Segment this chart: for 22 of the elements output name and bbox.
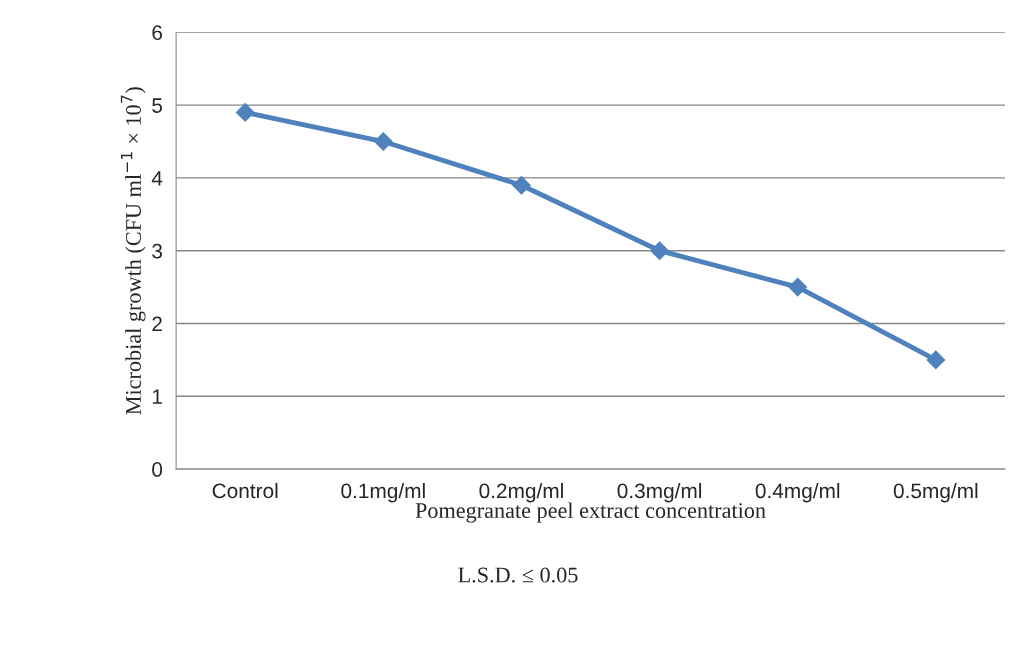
x-tick-label: 0.3mg/ml [617, 482, 702, 503]
x-tick-label: 0.5mg/ml [893, 482, 978, 503]
y-tick-label: 4 [151, 171, 163, 186]
point [650, 241, 669, 261]
point [373, 132, 393, 151]
x-tick-label: 0.2mg/ml [479, 482, 563, 503]
point [512, 175, 531, 195]
x-tick-label: 0.4mg/ml [755, 482, 840, 503]
y-tick-label: 2 [152, 316, 162, 332]
point [235, 103, 255, 122]
y-tick-label: 0 [152, 462, 163, 477]
x-axis-title: Pomegranate peel extract concentration [415, 502, 766, 523]
y-tick-label: 3 [152, 243, 163, 259]
point [926, 350, 946, 370]
x-tick-label: 0.1mg/ml [341, 482, 425, 503]
x-tick-label: Control [212, 482, 278, 499]
point [788, 277, 808, 297]
y-tick-label: 5 [152, 98, 163, 113]
y-tick-label: 6 [152, 25, 163, 41]
y-axis-title: Microbial growth (CFU ml$^{−1}$ × 10$^{7}$) [120, 87, 146, 415]
y-tick-label: 1 [152, 389, 162, 404]
text: L.S.D. ≤ 0.05 [458, 567, 578, 583]
